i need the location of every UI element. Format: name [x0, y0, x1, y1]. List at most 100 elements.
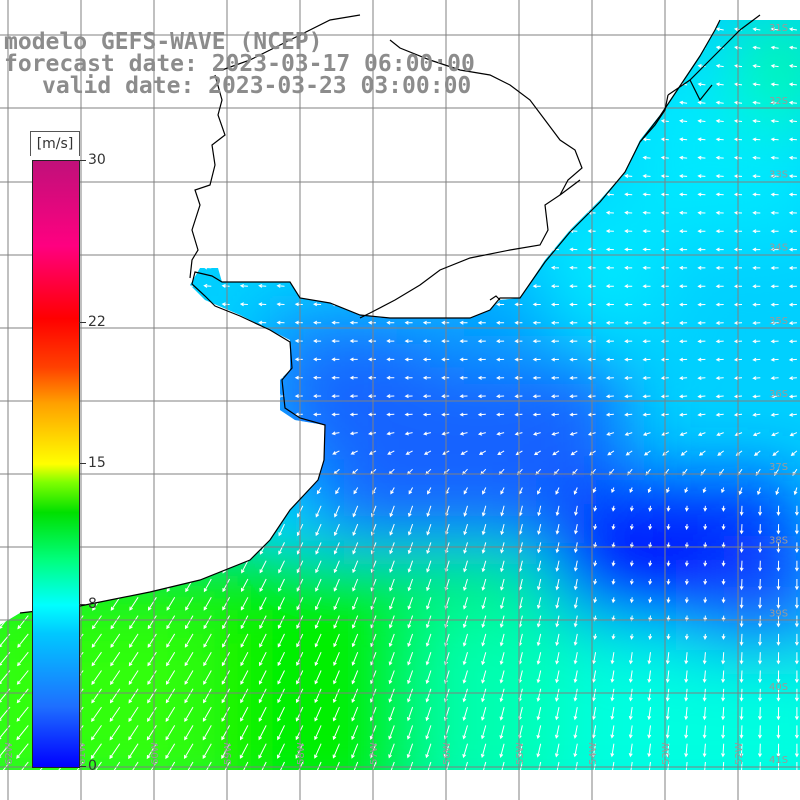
wind-arrow	[715, 284, 724, 289]
wind-arrow	[550, 375, 560, 380]
wind-arrow	[333, 615, 340, 629]
wind-arrow	[702, 487, 707, 494]
wind-arrow	[422, 375, 431, 380]
wind-arrow	[165, 761, 176, 770]
wind-arrow	[404, 137, 413, 142]
wind-arrow	[111, 338, 120, 343]
wind-arrow	[166, 228, 175, 233]
wind-arrow	[550, 284, 560, 289]
wind-arrow	[148, 173, 157, 178]
wind-arrow	[684, 670, 689, 684]
wind-arrow	[349, 228, 358, 233]
wind-arrow	[386, 247, 395, 252]
wind-arrow	[258, 265, 267, 270]
wind-arrow	[91, 725, 102, 741]
wind-arrow	[258, 412, 267, 417]
wind-arrow	[554, 761, 560, 770]
longitude-label: 55W	[515, 742, 526, 765]
wind-arrow	[57, 100, 66, 105]
wind-arrow	[333, 633, 340, 648]
wind-arrow	[407, 670, 414, 685]
wind-arrow	[109, 688, 121, 704]
wind-arrow	[185, 173, 194, 178]
wind-arrow	[752, 357, 761, 362]
wind-arrow	[462, 725, 468, 740]
wind-arrow	[794, 743, 799, 758]
wind-arrow	[679, 339, 688, 344]
wind-arrow	[91, 688, 102, 704]
wind-arrow	[422, 284, 431, 289]
wind-arrow	[276, 265, 285, 270]
wind-arrow	[592, 652, 597, 665]
wind-arrow	[109, 761, 121, 770]
wind-arrow	[54, 780, 65, 795]
wind-arrow	[642, 432, 651, 436]
wind-arrow	[314, 615, 322, 629]
longitude-label: 52W	[734, 742, 745, 765]
wind-arrow	[166, 247, 175, 252]
wind-arrow	[462, 615, 468, 629]
wind-arrow	[184, 412, 194, 417]
wind-arrow	[333, 597, 340, 611]
wind-arrow	[259, 560, 267, 574]
wind-arrow	[148, 523, 157, 537]
wind-arrow	[203, 780, 211, 795]
wind-arrow	[147, 706, 157, 722]
wind-arrow	[739, 633, 744, 646]
wind-arrow	[628, 761, 633, 770]
wind-arrow	[276, 137, 285, 141]
wind-arrow	[496, 118, 505, 123]
wind-arrow	[16, 706, 29, 722]
wind-arrow	[276, 283, 285, 288]
wind-arrow	[715, 137, 724, 142]
wind-arrow	[550, 174, 560, 178]
wind-arrow	[642, 82, 651, 87]
wind-arrow	[463, 578, 468, 591]
wind-arrow	[184, 302, 194, 307]
wind-arrow	[112, 450, 120, 455]
wind-arrow	[679, 155, 688, 160]
colorbar-tick-mark	[79, 160, 86, 161]
wind-arrow	[294, 247, 303, 252]
wind-arrow	[294, 320, 303, 325]
wind-arrow	[350, 450, 358, 455]
wind-arrow	[702, 652, 707, 665]
wind-arrow	[647, 487, 652, 494]
wind-arrow	[185, 560, 194, 574]
wind-arrow	[684, 505, 689, 512]
wind-arrow	[93, 247, 102, 252]
wind-arrow	[788, 27, 797, 32]
wind-arrow	[532, 320, 541, 325]
colorbar-tick-mark	[79, 463, 86, 464]
wind-arrow	[642, 357, 651, 362]
wind-arrow	[481, 523, 487, 536]
wind-arrow	[532, 284, 541, 289]
wind-arrow	[770, 284, 779, 289]
wind-arrow	[500, 780, 504, 794]
wind-arrow	[203, 412, 212, 417]
wind-arrow	[1, 393, 11, 398]
wind-arrow	[679, 284, 688, 289]
wind-arrow	[776, 560, 781, 572]
wind-arrow	[499, 615, 505, 628]
wind-arrow	[147, 670, 157, 685]
wind-arrow	[642, 394, 651, 399]
wind-arrow	[222, 780, 230, 795]
wind-arrow	[166, 430, 175, 435]
wind-arrow	[628, 670, 633, 683]
wind-arrow	[716, 432, 724, 436]
wind-arrow	[496, 27, 505, 31]
wind-arrow	[331, 155, 340, 160]
wind-arrow	[20, 450, 29, 455]
wind-arrow	[20, 118, 29, 123]
wind-arrow	[404, 265, 413, 270]
wind-arrow	[222, 615, 231, 630]
wind-arrow	[703, 633, 708, 640]
wind-arrow	[702, 743, 707, 758]
wind-arrow	[185, 192, 194, 196]
wind-arrow	[537, 780, 541, 793]
wind-arrow	[20, 136, 29, 141]
wind-arrow	[605, 82, 614, 87]
wind-arrow	[721, 560, 726, 567]
wind-arrow	[702, 707, 707, 721]
